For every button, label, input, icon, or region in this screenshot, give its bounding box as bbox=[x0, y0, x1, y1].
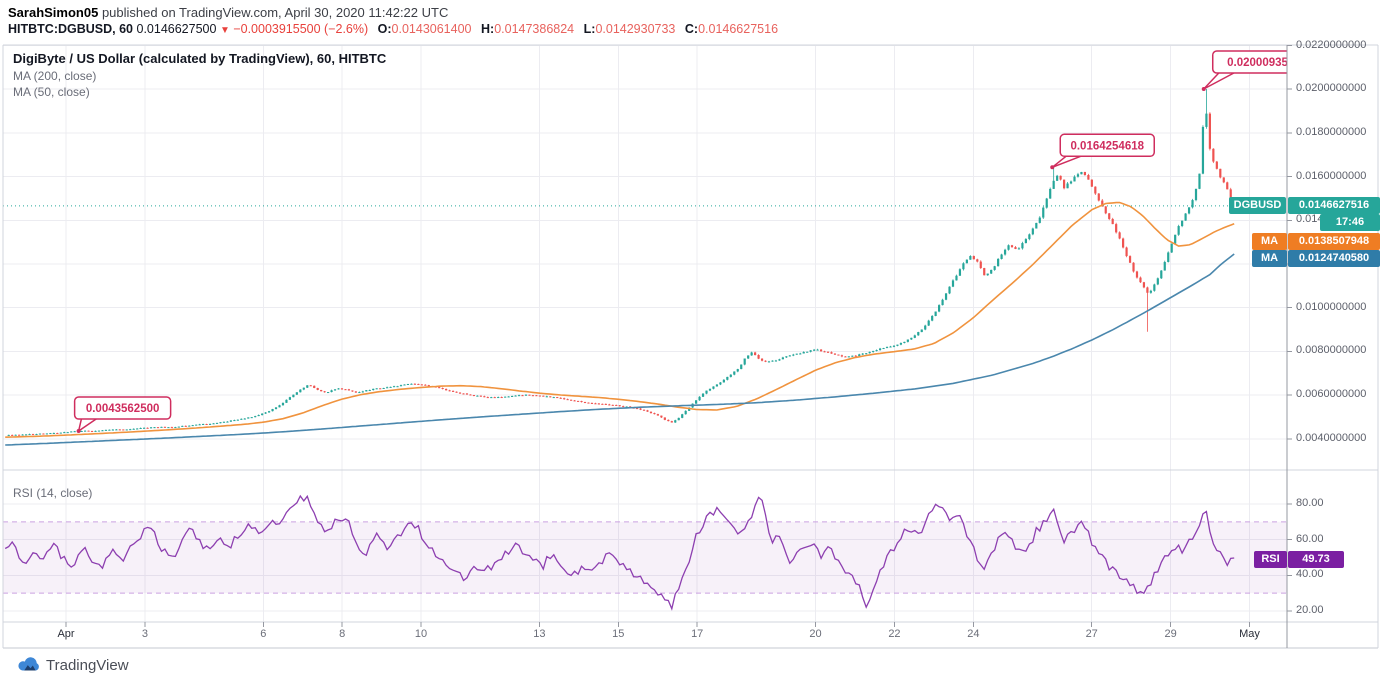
rsi-tick-label: 20.00 bbox=[1296, 604, 1324, 616]
callout-label-0: 0.0043562500 bbox=[86, 403, 160, 415]
time-tick-label: 13 bbox=[533, 628, 546, 640]
price-tick-label: 0.0180000000 bbox=[1296, 125, 1367, 138]
ma50-legend[interactable]: MA (50, close) bbox=[13, 85, 90, 99]
time-tick-label: 22 bbox=[888, 628, 901, 640]
publish-text: published on TradingView.com, April 30, … bbox=[98, 5, 449, 20]
high-label: H: bbox=[480, 22, 495, 36]
ma50-tag-badge: MA bbox=[1252, 233, 1287, 250]
time-tick-label: 29 bbox=[1164, 628, 1177, 640]
countdown-badge: 17:46 bbox=[1320, 214, 1380, 231]
rsi-legend[interactable]: RSI (14, close) bbox=[13, 486, 93, 500]
pane-borders bbox=[2, 44, 1379, 649]
price-tick-label: 0.0080000000 bbox=[1296, 344, 1367, 357]
close-label: C: bbox=[684, 22, 699, 36]
symbol-interval: HITBTC:DGBUSD, 60 bbox=[8, 22, 134, 36]
price-change: −0.0003915500 (−2.6%) bbox=[233, 22, 369, 36]
rsi-band bbox=[3, 521, 1287, 594]
time-tick-label: May bbox=[1239, 628, 1260, 640]
rsi-tick-label: 80.00 bbox=[1296, 497, 1324, 509]
time-tick-label: 17 bbox=[691, 628, 704, 640]
time-tick-label: 8 bbox=[339, 628, 346, 640]
chart-title[interactable]: DigiByte / US Dollar (calculated by Trad… bbox=[13, 51, 387, 66]
publish-info: SarahSimon05 published on TradingView.co… bbox=[8, 5, 448, 20]
time-tick-label: 27 bbox=[1085, 628, 1098, 640]
price-tick-label: 0.0060000000 bbox=[1296, 388, 1367, 401]
close-value: 0.0146627516 bbox=[698, 22, 779, 36]
rsi-tag-badge: RSI bbox=[1254, 551, 1287, 568]
price-tick-label: 0.0200000000 bbox=[1296, 82, 1367, 95]
last-price-badge: 0.0146627516 bbox=[1288, 197, 1380, 214]
last-price: 0.0146627500 bbox=[136, 22, 217, 36]
price-tick-label: 0.0160000000 bbox=[1296, 169, 1367, 182]
low-value: 0.0142930733 bbox=[595, 22, 676, 36]
open-value: 0.0143061400 bbox=[391, 22, 472, 36]
ma200-legend[interactable]: MA (200, close) bbox=[13, 69, 97, 83]
tradingview-logo-icon[interactable] bbox=[16, 654, 42, 673]
author-name: SarahSimon05 bbox=[8, 5, 99, 20]
time-tick-label: 20 bbox=[809, 628, 822, 640]
symbol-tag-badge: DGBUSD bbox=[1229, 197, 1286, 214]
price-tick-label: 0.0040000000 bbox=[1296, 431, 1367, 444]
candles-layer bbox=[7, 88, 1236, 436]
time-tick-label: 10 bbox=[414, 628, 428, 640]
rsi-tick-label: 60.00 bbox=[1296, 532, 1324, 545]
low-label: L: bbox=[583, 22, 596, 36]
price-tick-label: 0.0220000000 bbox=[1296, 38, 1367, 51]
time-tick-label: 15 bbox=[612, 628, 625, 640]
time-tick-label: Apr bbox=[57, 628, 75, 640]
time-tick-label: 6 bbox=[260, 628, 267, 640]
open-label: O: bbox=[377, 22, 392, 36]
ma-line-1 bbox=[5, 253, 1235, 446]
price-tick-label: 0.0100000000 bbox=[1296, 300, 1367, 313]
ma-line-0 bbox=[5, 201, 1235, 438]
high-value: 0.0147386824 bbox=[494, 22, 575, 36]
time-tick-label: 3 bbox=[141, 628, 148, 640]
callout-label-2: 0.020009358 bbox=[1227, 57, 1295, 69]
ma200-tag-badge: MA bbox=[1252, 250, 1287, 267]
rsi-value-badge: 49.73 bbox=[1288, 551, 1344, 568]
rsi-line bbox=[4, 494, 1235, 611]
tradingview-wordmark[interactable]: TradingView bbox=[46, 657, 129, 674]
ma200-value-badge: 0.0124740580 bbox=[1288, 250, 1380, 267]
callout-label-1: 0.0164254618 bbox=[1070, 140, 1144, 152]
ticker-line: HITBTC:DGBUSD, 60 0.0146627500 ▼ −0.0003… bbox=[8, 22, 778, 36]
ma50-value-badge: 0.0138507948 bbox=[1288, 233, 1380, 250]
arrow-down-icon: ▼ bbox=[219, 25, 230, 36]
price-callouts[interactable]: 0.0043562500 0.0164254618 0.020009358 bbox=[73, 50, 1309, 434]
rsi-tick-label: 40.00 bbox=[1296, 568, 1324, 581]
time-tick-label: 24 bbox=[967, 628, 980, 640]
gridlines bbox=[3, 45, 1287, 622]
